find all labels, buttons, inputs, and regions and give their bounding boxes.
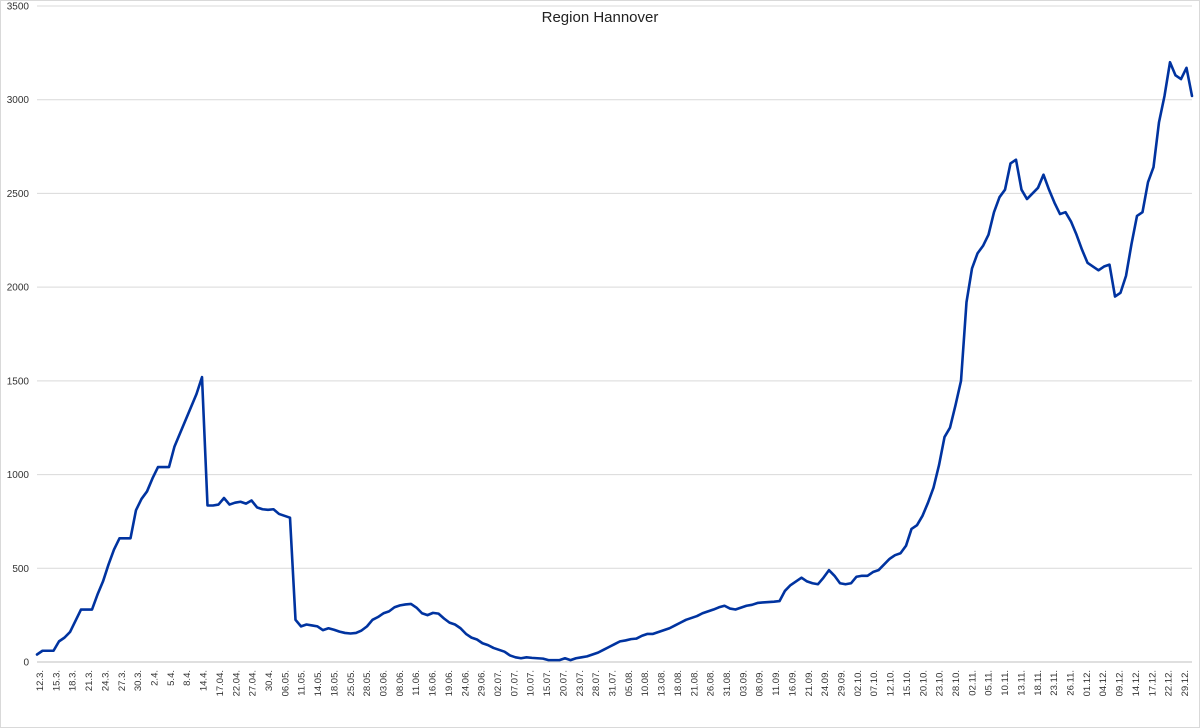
x-tick-label: 23.07. (575, 670, 586, 696)
x-tick-label: 18.05. (329, 670, 340, 696)
x-tick-label: 02.07. (493, 670, 504, 696)
x-tick-label: 8.4. (182, 670, 193, 686)
x-tick-label: 18.08. (673, 670, 684, 696)
x-tick-label: 17.04. (215, 670, 226, 696)
x-tick-label: 25.05. (346, 670, 357, 696)
series-layer (35, 60, 1194, 662)
x-tick-label: 28.05. (362, 670, 373, 696)
x-tick-label: 24.06. (460, 670, 471, 696)
x-tick-label: 17.12. (1147, 670, 1158, 696)
x-tick-label: 08.06. (395, 670, 406, 696)
x-tick-label: 5.4. (166, 670, 177, 686)
x-tick-label: 08.09. (755, 670, 766, 696)
x-tick-label: 24.09. (820, 670, 831, 696)
x-tick-label: 09.12. (1115, 670, 1126, 696)
x-tick-label: 02.11. (967, 670, 978, 696)
x-tick-label: 16.06. (428, 670, 439, 696)
x-axis-tick-labels: 12.3. 15.3. 18.3. 21.3. 24.3. 27.3. 30.3. 2.4. 5… (35, 670, 1191, 696)
x-tick-label: 19.06. (444, 670, 455, 696)
x-tick-label: 11.09. (771, 670, 782, 696)
x-tick-label: 13.11. (1016, 670, 1027, 696)
x-tick-label: 03.09. (738, 670, 749, 696)
x-tick-label: 14.12. (1131, 670, 1142, 696)
x-tick-label: 28.10. (951, 670, 962, 696)
x-tick-label: 21.08. (689, 670, 700, 696)
y-tick-label: 500 (12, 564, 29, 575)
x-tick-label: 14.4. (199, 670, 210, 691)
x-tick-label: 29.12. (1180, 670, 1191, 696)
x-tick-label: 22.04. (231, 670, 242, 696)
series-line (35, 60, 1194, 662)
x-tick-label: 26.11. (1066, 670, 1077, 696)
x-tick-label: 26.08. (706, 670, 717, 696)
x-tick-label: 16.09. (787, 670, 798, 696)
x-tick-label: 05.08. (624, 670, 635, 696)
x-tick-label: 2.4. (150, 670, 161, 686)
x-tick-label: 15.3. (51, 670, 62, 691)
x-tick-label: 15.07. (542, 670, 553, 696)
x-tick-label: 02.10. (853, 670, 864, 696)
x-tick-label: 18.11. (1033, 670, 1044, 696)
x-tick-label: 11.06. (411, 670, 422, 696)
y-tick-label: 2000 (7, 283, 30, 294)
chart-title: Region Hannover (541, 9, 659, 26)
x-tick-label: 28.07. (591, 670, 602, 696)
x-tick-label: 24.3. (100, 670, 111, 691)
x-tick-label: 27.04. (248, 670, 259, 696)
x-tick-label: 06.05. (280, 670, 291, 696)
y-tick-label: 0 (23, 658, 29, 669)
y-tick-label: 3500 (7, 2, 30, 13)
x-tick-label: 07.10. (869, 670, 880, 696)
x-tick-label: 21.09. (804, 670, 815, 696)
x-tick-label: 30.4. (264, 670, 275, 691)
x-tick-label: 15.10. (902, 670, 913, 696)
x-tick-label: 29.06. (477, 670, 488, 696)
x-tick-label: 10.07. (526, 670, 537, 696)
x-tick-label: 18.3. (68, 670, 79, 691)
x-tick-label: 04.12. (1098, 670, 1109, 696)
x-tick-label: 10.08. (640, 670, 651, 696)
x-tick-label: 12.10. (886, 670, 897, 696)
x-tick-label: 13.08. (657, 670, 668, 696)
x-tick-label: 23.11. (1049, 670, 1060, 696)
x-tick-label: 07.07. (509, 670, 520, 696)
x-tick-label: 27.3. (117, 670, 128, 691)
y-tick-label: 3000 (7, 95, 30, 106)
y-tick-label: 1500 (7, 376, 30, 387)
x-tick-label: 29.09. (837, 670, 848, 696)
x-tick-label: 11.05. (297, 670, 308, 696)
x-tick-label: 31.07. (608, 670, 619, 696)
x-tick-label: 20.10. (918, 670, 929, 696)
x-tick-label: 03.06. (379, 670, 390, 696)
y-tick-label: 2500 (7, 189, 30, 200)
x-tick-label: 01.12. (1082, 670, 1093, 696)
x-tick-label: 22.12. (1164, 670, 1175, 696)
x-tick-label: 31.08. (722, 670, 733, 696)
x-tick-label: 30.3. (133, 670, 144, 691)
x-tick-label: 12.3. (35, 670, 46, 691)
y-tick-label: 1000 (7, 470, 30, 481)
x-tick-label: 05.11. (984, 670, 995, 696)
x-tick-label: 23.10. (935, 670, 946, 696)
x-tick-label: 20.07. (558, 670, 569, 696)
y-axis-tick-labels: 0 500 1000 1500 2000 2500 3000 3500 (7, 2, 30, 669)
x-tick-label: 10.11. (1000, 670, 1011, 696)
x-tick-label: 14.05. (313, 670, 324, 696)
gridlines (37, 5, 1192, 663)
x-tick-label: 21.3. (84, 670, 95, 691)
